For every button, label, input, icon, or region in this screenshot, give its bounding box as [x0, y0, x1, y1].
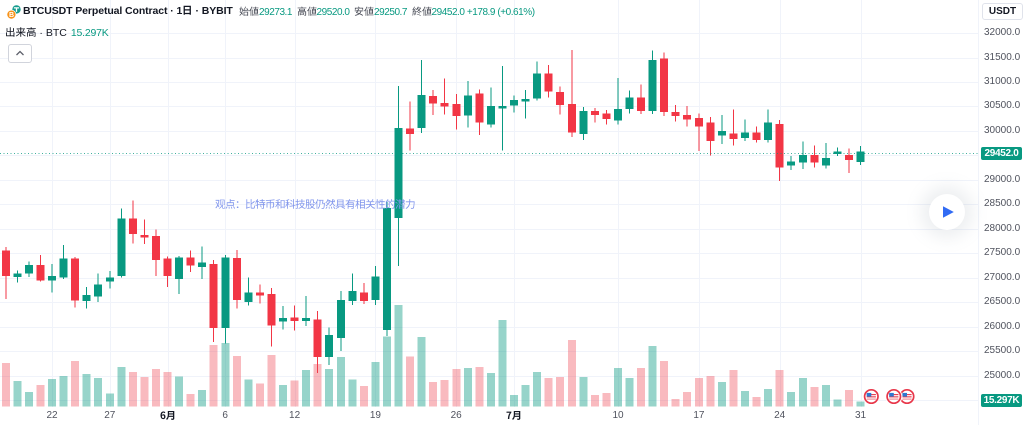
svg-text:B: B: [9, 12, 14, 19]
